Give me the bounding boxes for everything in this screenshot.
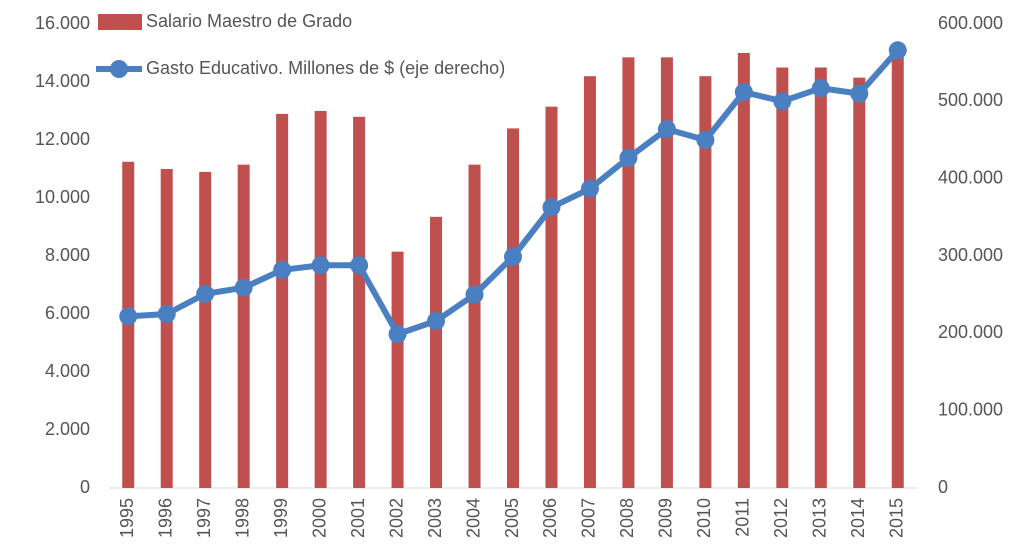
x-tick-label: 2007 (579, 498, 599, 538)
x-tick-label: 2009 (656, 498, 676, 538)
y-tick-label: 0 (80, 477, 90, 497)
line-marker (388, 325, 407, 344)
bar (699, 76, 712, 488)
line-marker (196, 284, 215, 303)
line-marker (657, 120, 676, 139)
x-tick-label: 2002 (386, 498, 406, 538)
bar (507, 128, 519, 488)
line-marker (696, 131, 715, 149)
bar (468, 164, 481, 488)
bar (891, 55, 904, 489)
line-marker (350, 256, 369, 275)
line-marker (311, 256, 330, 275)
bar (199, 171, 212, 488)
line-marker (734, 83, 753, 102)
x-tick-label: 2008 (617, 498, 637, 538)
line-marker (465, 285, 484, 304)
x-tick-label: 1997 (194, 498, 214, 538)
bar (314, 111, 327, 488)
bar (237, 164, 250, 488)
y-tick-label: 6.000 (45, 303, 90, 323)
bar (276, 113, 289, 489)
line-marker (427, 311, 446, 330)
y-tick-label: 4.000 (45, 361, 90, 381)
y2-tick-label: 500.000 (938, 90, 1003, 110)
bar (160, 169, 173, 488)
legend-swatch (110, 60, 128, 78)
bar (660, 57, 673, 488)
x-tick-label: 2010 (694, 498, 714, 538)
x-tick-label: 2014 (848, 498, 868, 538)
y-tick-label: 14.000 (35, 71, 90, 91)
line-marker (542, 198, 561, 217)
x-tick-label: 2006 (540, 498, 560, 538)
x-tick-label: 1996 (155, 498, 175, 538)
bar (353, 116, 366, 489)
bar (391, 251, 404, 488)
line-marker (157, 305, 176, 323)
y2-tick-label: 400.000 (938, 167, 1003, 187)
y2-tick-label: 200.000 (938, 322, 1003, 342)
bar (776, 67, 789, 488)
legend-label: Gasto Educativo. Millones de $ (eje dere… (146, 58, 505, 78)
x-tick-label: 1995 (117, 498, 137, 538)
bar (853, 77, 866, 489)
x-tick-label: 2013 (810, 498, 830, 538)
line-marker (619, 148, 638, 167)
y-tick-label: 12.000 (35, 129, 90, 149)
legend-swatch (98, 14, 142, 30)
line-marker (850, 84, 869, 103)
bar (545, 106, 558, 489)
line-marker (504, 247, 522, 266)
line-marker (119, 307, 138, 326)
bar (737, 53, 750, 488)
bar (814, 67, 827, 488)
y-tick-label: 8.000 (45, 245, 90, 265)
x-tick-label: 2000 (309, 498, 329, 538)
y2-tick-label: 100.000 (938, 399, 1003, 419)
x-tick-label: 2004 (463, 498, 483, 538)
x-tick-label: 2003 (425, 498, 445, 538)
line-marker (273, 260, 292, 279)
y2-tick-label: 600.000 (938, 13, 1003, 33)
x-tick-label: 2001 (348, 498, 368, 538)
line-marker (811, 79, 830, 98)
y2-tick-label: 0 (938, 477, 948, 497)
bar (430, 216, 443, 488)
x-tick-label: 2012 (771, 498, 791, 538)
x-tick-label: 2011 (733, 498, 753, 537)
line-marker (888, 41, 907, 60)
x-tick-label: 1998 (232, 498, 252, 538)
line-marker (580, 179, 599, 198)
x-tick-label: 1999 (271, 498, 291, 538)
line-marker (773, 92, 792, 111)
legend-label: Salario Maestro de Grado (146, 11, 352, 31)
y-tick-label: 2.000 (45, 419, 90, 439)
line-marker (234, 278, 253, 297)
bar (583, 76, 596, 488)
bar (622, 57, 635, 488)
y-tick-label: 10.000 (35, 187, 90, 207)
y-tick-label: 16.000 (35, 13, 90, 33)
x-tick-label: 2005 (502, 498, 522, 538)
y2-tick-label: 300.000 (938, 245, 1003, 265)
x-tick-label: 2015 (887, 498, 907, 538)
